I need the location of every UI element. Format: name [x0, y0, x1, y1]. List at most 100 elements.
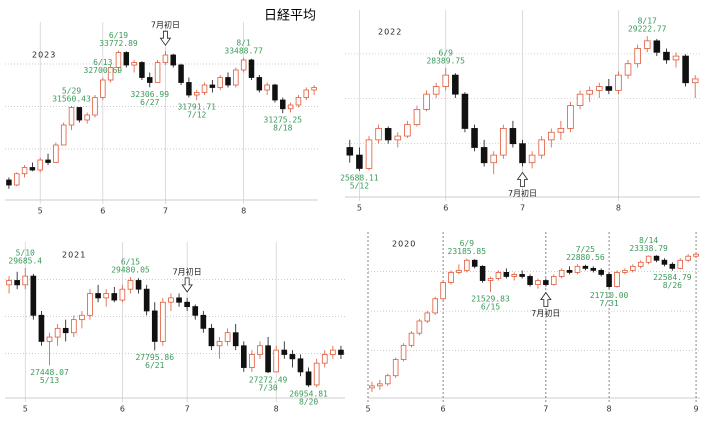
x-tick-label: 6 — [443, 204, 448, 213]
annotation-date: 6/13 — [93, 58, 112, 67]
candle-body — [62, 327, 69, 334]
annotation-date: 8/20 — [299, 397, 318, 406]
candle-body — [606, 274, 612, 287]
candle-body — [685, 255, 691, 261]
candle-body — [500, 128, 507, 156]
year-label: 2020 — [392, 240, 416, 249]
candle-body — [576, 93, 584, 106]
candle-body — [624, 63, 632, 76]
page-title: 日経平均 — [264, 9, 316, 24]
candle-body — [87, 293, 93, 316]
candle-body — [634, 48, 641, 65]
candle-body — [29, 167, 36, 171]
annotation-date: 5/12 — [350, 181, 369, 190]
candle-body — [232, 332, 239, 347]
candle-body — [423, 93, 430, 110]
candle-body — [143, 288, 150, 312]
annotation-date: 5/13 — [40, 376, 59, 385]
candle-body — [682, 55, 689, 84]
candle-body — [95, 293, 101, 299]
annotation-price: 28389.75 — [426, 56, 465, 65]
candle-body — [107, 67, 114, 81]
annotation-date: 7/30 — [258, 384, 277, 393]
candle-body — [384, 128, 392, 141]
candle-body — [375, 128, 382, 141]
candle-body — [479, 265, 486, 281]
candle-body — [503, 272, 510, 277]
annotation-price: 25688.11 — [340, 173, 379, 182]
candle-body — [233, 69, 239, 86]
candle-body — [154, 62, 161, 83]
candle-body — [272, 84, 278, 101]
candle-body — [273, 349, 280, 373]
candle-body — [643, 40, 651, 49]
candle-body — [38, 314, 45, 342]
candle-body — [653, 40, 661, 53]
candle-body — [527, 276, 533, 285]
annotation-date: 8/26 — [663, 281, 682, 290]
candle-body — [605, 86, 613, 91]
annotation-price: 22880.56 — [566, 253, 605, 262]
candle-body — [330, 349, 336, 355]
candle-body — [614, 272, 620, 287]
annotation-price: 29480.05 — [111, 265, 150, 274]
candle-body — [672, 55, 680, 61]
candle-body — [147, 77, 153, 83]
candle-body — [464, 259, 470, 271]
candle-body — [6, 280, 12, 286]
candle-body — [297, 358, 304, 373]
annotation-price: 27448.07 — [30, 368, 69, 377]
candle-body — [208, 327, 215, 347]
candle-body — [311, 87, 317, 91]
candle-body — [653, 255, 660, 261]
candle-body — [400, 344, 407, 360]
candle-body — [567, 105, 574, 129]
marker-label: 7月初日 — [173, 266, 202, 276]
candle-body — [338, 349, 344, 355]
candle-body — [557, 128, 565, 133]
x-tick-label: 8 — [607, 405, 612, 414]
annotation-price: 26954.81 — [289, 389, 328, 398]
candle-body — [442, 74, 450, 87]
candle-body — [184, 301, 190, 307]
candle-body — [240, 345, 247, 368]
candle-body — [432, 298, 438, 314]
candle-body — [369, 385, 375, 389]
x-tick-label: 7 — [520, 204, 525, 213]
candle-body — [103, 293, 110, 299]
marker-label: 7月初日 — [531, 308, 560, 318]
year-label: 2023 — [32, 51, 56, 60]
candle-body — [76, 107, 83, 121]
candle-body — [550, 276, 557, 285]
annotation-price: 32306.99 — [130, 90, 169, 99]
annotation-date: 8/18 — [273, 124, 292, 133]
candle-body — [452, 74, 459, 95]
annotation-date: 5/10 — [16, 249, 35, 258]
candle-body — [590, 267, 597, 271]
candle-body — [548, 131, 555, 141]
x-tick-label: 8 — [616, 204, 621, 213]
annotation-price: 32700.69 — [84, 66, 123, 75]
annotation-date: 6/15 — [481, 303, 500, 312]
candle-body — [519, 274, 525, 277]
candle-body — [240, 59, 247, 71]
candle-body — [92, 97, 98, 116]
candle-body — [637, 261, 644, 267]
candle-body — [487, 278, 494, 281]
candle-body — [131, 62, 137, 66]
annotation-date: 6/27 — [140, 98, 159, 107]
candle-body — [70, 319, 77, 334]
candle-body — [490, 154, 497, 164]
marker-label: 7月初日 — [508, 188, 537, 198]
candle-body — [394, 135, 402, 141]
candle-body — [100, 79, 106, 98]
candle-body — [46, 336, 53, 342]
candle-body — [217, 77, 223, 88]
candle-body — [313, 362, 320, 386]
candle-body — [84, 114, 90, 121]
x-tick-label: 7 — [543, 405, 548, 414]
candle-body — [440, 282, 446, 300]
x-tick-label: 5 — [365, 405, 370, 414]
candle-body — [574, 265, 581, 273]
annotation-price: 29222.77 — [628, 25, 667, 34]
